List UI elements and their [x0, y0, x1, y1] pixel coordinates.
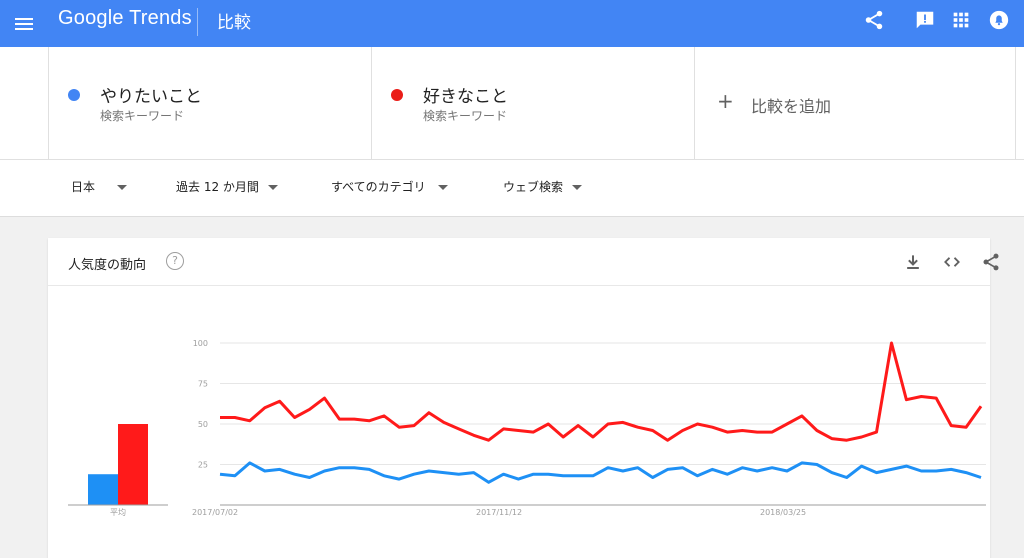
dropdown-arrow-icon [117, 185, 128, 190]
average-bar-2 [118, 424, 148, 505]
app-bar: Google Trends 比較 [0, 0, 1024, 47]
period-dropdown[interactable]: 過去 12 か月間 [176, 178, 278, 195]
search-type-value: ウェブ検索 [503, 180, 564, 194]
download-icon[interactable] [903, 252, 923, 272]
x-tick-label: 2018/03/25 [760, 508, 806, 517]
y-tick-label: 100 [193, 339, 208, 348]
dropdown-arrow-icon [437, 185, 448, 190]
dropdown-arrow-icon [267, 185, 278, 190]
trend-chart[interactable]: 100 75 50 25 2017/07/02 2017/11/12 2018/03/25 平… [48, 286, 990, 558]
plus-icon: + [717, 89, 734, 113]
share-icon[interactable] [863, 9, 885, 31]
search-type-dropdown[interactable]: ウェブ検索 [503, 178, 583, 195]
y-tick-label: 25 [198, 461, 208, 470]
dropdown-arrow-icon [572, 185, 583, 190]
average-bar-1 [88, 474, 118, 505]
appbar-divider [197, 8, 198, 36]
search-term-2[interactable]: 好きなこと 検索キーワード [371, 47, 694, 159]
feedback-icon[interactable] [914, 9, 936, 31]
series-line-2 [220, 341, 983, 442]
notifications-icon[interactable] [988, 9, 1010, 31]
share-chart-icon[interactable] [981, 252, 1001, 272]
explore-panel: やりたいこと 検索キーワード 好きなこと 検索キーワード + 比較を追加 日本 … [0, 47, 1024, 217]
page-title: 比較 [217, 13, 251, 33]
region-dropdown[interactable]: 日本 [71, 178, 128, 195]
help-icon[interactable]: ? [166, 252, 184, 270]
x-tick-label: 2017/07/02 [192, 508, 238, 517]
series-line-1 [219, 461, 982, 484]
period-value: 過去 12 か月間 [176, 180, 259, 194]
region-value: 日本 [71, 180, 96, 194]
x-tick-label: 2017/11/12 [476, 508, 522, 517]
embed-code-icon[interactable] [942, 252, 962, 272]
y-tick-label: 75 [198, 380, 208, 389]
card-header: 人気度の動向 ? [48, 238, 999, 286]
category-value: すべてのカテゴリ [331, 180, 426, 194]
google-trends-logo[interactable]: Google Trends [58, 7, 192, 29]
term-color-dot [391, 89, 403, 101]
average-label: 平均 [110, 507, 126, 517]
term-name: やりたいこと [100, 87, 202, 107]
filter-bar: 日本 過去 12 か月間 すべてのカテゴリ ウェブ検索 [0, 159, 1024, 217]
add-compare-button[interactable]: + 比較を追加 [694, 47, 1016, 159]
apps-grid-icon[interactable] [950, 9, 972, 31]
interest-over-time-card: 人気度の動向 ? 100 75 50 25 2017/07/02 2017/11/12 20… [48, 238, 999, 558]
add-compare-label: 比較を追加 [751, 97, 832, 116]
term-name: 好きなこと [423, 87, 508, 107]
menu-icon[interactable] [12, 12, 36, 36]
term-color-dot [68, 89, 80, 101]
category-dropdown[interactable]: すべてのカテゴリ [331, 178, 448, 195]
search-term-1[interactable]: やりたいこと 検索キーワード [48, 47, 371, 159]
card-title: 人気度の動向 [68, 258, 147, 273]
term-type: 検索キーワード [423, 109, 508, 123]
y-tick-label: 50 [198, 420, 208, 429]
term-type: 検索キーワード [100, 109, 185, 123]
